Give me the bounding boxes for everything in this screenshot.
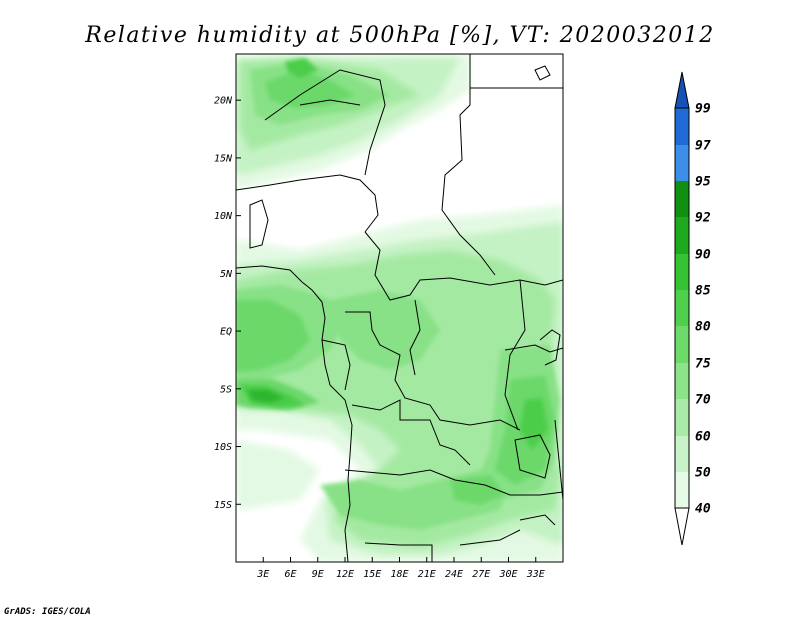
colorbar-label: 92 <box>695 211 711 226</box>
lat-tick-label: 5N <box>220 269 233 280</box>
lat-tick-label: 5S <box>220 384 232 395</box>
lat-tick-label: 15S <box>214 500 232 511</box>
lon-tick-label: 15E <box>363 569 381 580</box>
country-borders <box>236 54 563 562</box>
humidity-level-90 <box>248 390 285 403</box>
lon-tick-label: 27E <box>472 569 490 580</box>
longitude-axis: 3E 6E 9E 12E 15E 18E 21E 24E 27E 30E 33E <box>256 557 545 580</box>
lon-tick-label: 18E <box>390 569 408 580</box>
colorbar-segment <box>675 436 689 472</box>
colorbar-segment <box>675 108 689 145</box>
colorbar-segment <box>675 326 689 363</box>
colorbar-label: 60 <box>695 430 711 445</box>
lat-tick-label: EQ <box>220 327 232 338</box>
colorbar: 99 97 95 92 90 85 80 75 70 60 50 40 <box>674 71 711 546</box>
colorbar-segment <box>675 181 689 217</box>
colorbar-segment <box>675 472 689 508</box>
latitude-axis: 20N 15N 10N 5N EQ 5S 10S 15S <box>214 96 241 511</box>
lon-tick-label: 21E <box>418 569 436 580</box>
colorbar-segment <box>675 363 689 399</box>
colorbar-segment <box>675 399 689 436</box>
colorbar-lower-triangle <box>674 507 690 546</box>
lon-tick-label: 30E <box>498 569 517 580</box>
colorbar-label: 75 <box>695 357 711 372</box>
lat-tick-label: 10S <box>214 442 232 453</box>
lon-tick-label: 3E <box>256 569 269 580</box>
colorbar-label: 85 <box>695 284 711 299</box>
colorbar-frame <box>674 107 690 509</box>
colorbar-label: 50 <box>695 466 711 481</box>
lon-tick-label: 24E <box>445 569 463 580</box>
lat-tick-label: 15N <box>214 153 233 164</box>
colorbar-upper-triangle <box>674 71 690 109</box>
colorbar-label: 95 <box>695 175 711 190</box>
colorbar-segment <box>675 254 689 290</box>
lon-tick-label: 6E <box>284 569 296 580</box>
colorbar-label: 70 <box>695 393 711 408</box>
colorbar-label: 99 <box>695 102 711 117</box>
lon-tick-label: 12E <box>336 569 354 580</box>
lon-tick-label: 9E <box>312 569 324 580</box>
coastline <box>236 265 353 562</box>
colorbar-segment <box>675 290 689 326</box>
colorbar-label: 90 <box>695 248 711 263</box>
colorbar-label: 40 <box>695 502 711 517</box>
colorbar-label: 97 <box>695 139 711 154</box>
colorbar-segment <box>675 145 689 181</box>
map-panel: 20N 15N 10N 5N EQ 5S 10S 15S 3E 6E 9E 12E 15E 18E 21E… <box>214 53 564 580</box>
lat-tick-label: 20N <box>214 96 233 107</box>
lon-tick-label: 33E <box>526 569 545 580</box>
lat-tick-label: 10N <box>214 211 233 222</box>
colorbar-label: 80 <box>695 320 711 335</box>
map-title: Relative humidity at 500hPa [%], VT: 202… <box>84 23 714 48</box>
grads-credit: GrADS: IGES/COLA <box>4 607 91 617</box>
colorbar-segment <box>675 217 689 254</box>
